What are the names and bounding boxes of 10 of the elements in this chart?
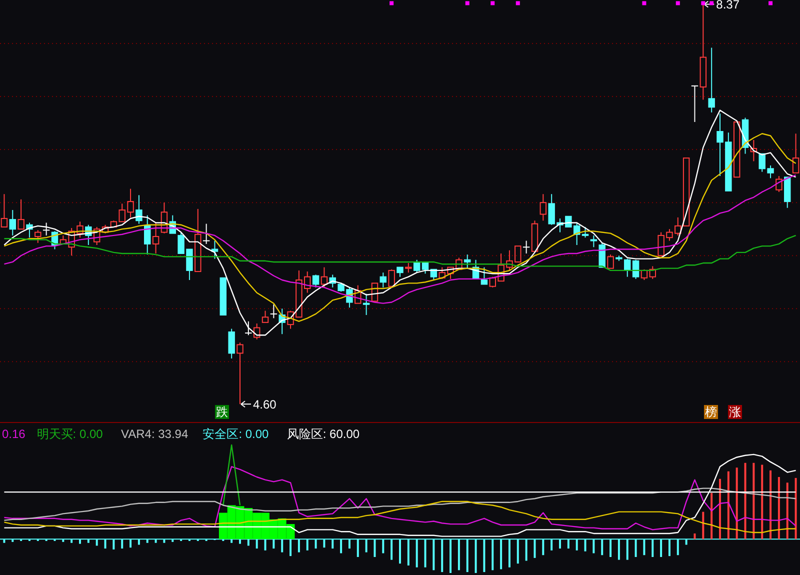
annotation: 涨 [729,405,741,419]
text: 风险区: 60.00 [286,427,360,441]
text: 4.60 [253,397,276,412]
text: 0.16 [2,427,26,441]
ref-line-label: 安全区: 0.00 [202,427,270,441]
text: 8.37 [716,0,740,12]
text: 明天买: 0.00 [36,427,104,441]
annotation: 跌 [216,405,228,419]
annotation: 榜 [705,405,717,419]
text: VAR4: 33.94 [121,427,188,441]
